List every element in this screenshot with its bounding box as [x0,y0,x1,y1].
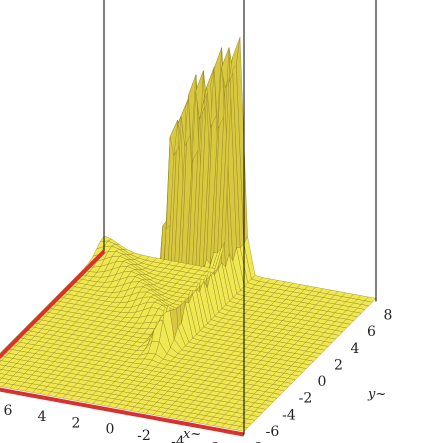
surface-mesh [0,37,377,437]
y-tick-label: 0 [318,374,327,390]
front-edge-y [0,387,245,437]
y-tick-label: -4 [282,407,296,423]
y-tick-label: -8 [249,441,263,443]
x-axis-label: x~ [183,427,201,442]
x-tick-label: 2 [72,415,81,431]
x-tick-label: 4 [38,409,47,425]
y-tick-label: 2 [334,357,343,373]
x-tick-label: 0 [106,422,115,438]
y-tick-label: 8 [384,308,393,324]
y-tick-label: 4 [351,341,360,357]
x-tick-label: 6 [4,403,13,419]
y-axis-label: y~ [367,387,386,402]
x-tick-label: -4 [171,434,185,443]
bounding-box [103,0,377,435]
y-tick-label: -6 [266,424,280,440]
y-tick-label: 6 [367,324,376,340]
x-tick-label: -6 [205,440,219,443]
front-edge-x [0,250,106,360]
y-tick-label: -2 [299,391,313,407]
x-tick-label: -2 [137,428,151,443]
